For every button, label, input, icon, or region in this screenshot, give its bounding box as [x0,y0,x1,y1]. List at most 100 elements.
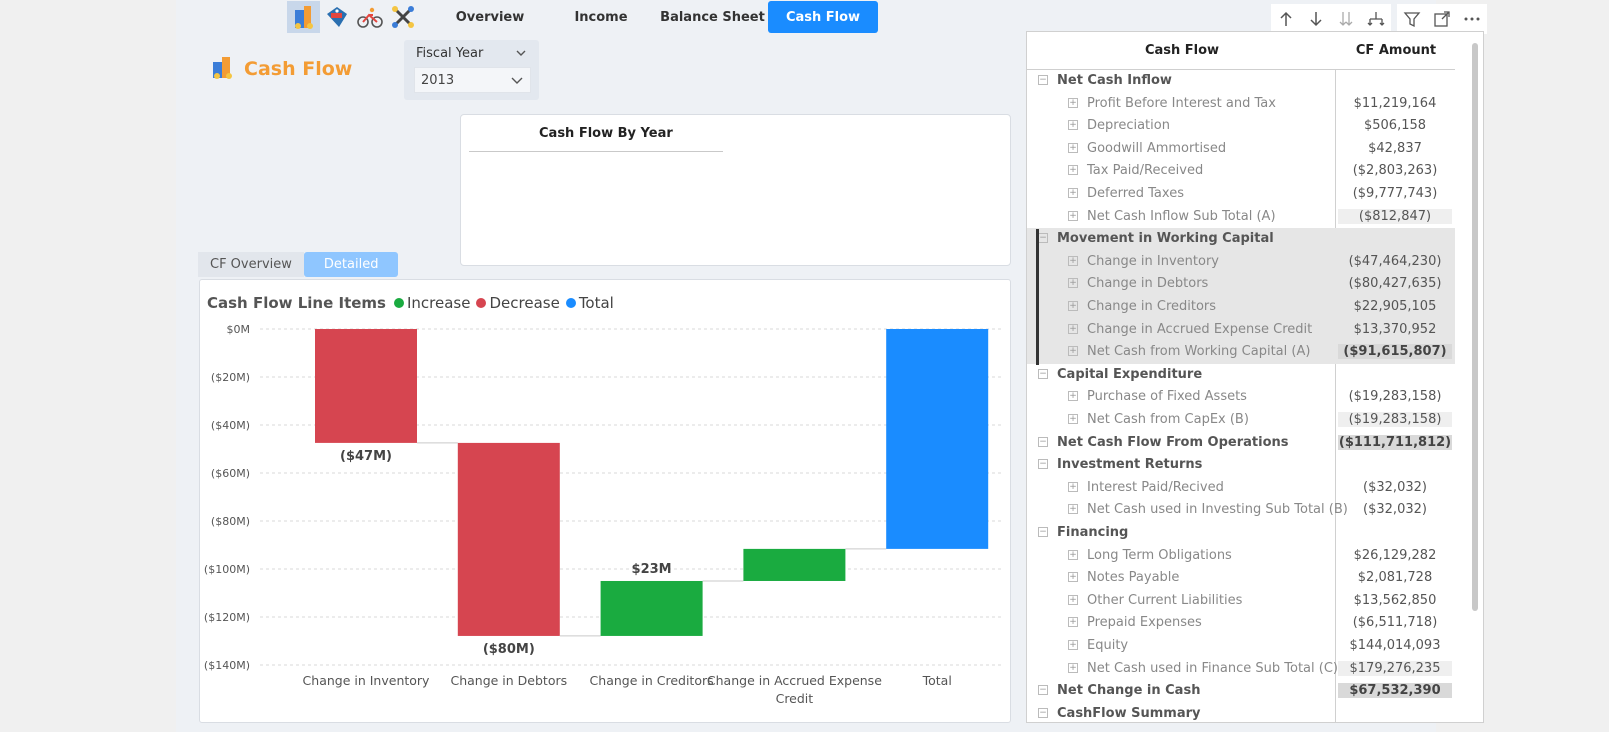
cash-flow-matrix[interactable]: Cash Flow CF Amount − Net Cash Inflow + Pro… [1026,31,1484,723]
matrix-row[interactable]: + Long Term Obligations $26,129,282 [1027,545,1455,568]
row-label: Tax Paid/Received [1087,163,1204,179]
matrix-scrollbar[interactable] [1472,43,1478,611]
expand-icon[interactable]: + [1068,594,1078,605]
legend-item-increase[interactable]: Increase [394,294,470,312]
tab-balance-sheet[interactable]: Balance Sheet [660,9,765,25]
matrix-row[interactable]: + Change in Inventory ($47,464,230) [1027,250,1455,274]
expand-icon[interactable]: + [1068,165,1078,176]
matrix-row[interactable]: + Prepaid Expenses ($6,511,718) [1027,612,1455,635]
collapse-icon[interactable]: − [1038,707,1048,718]
matrix-row[interactable]: + Profit Before Interest and Tax $11,219,1… [1027,93,1455,116]
y-tick-label: ($140M) [204,659,250,672]
matrix-group-row[interactable]: − Net Change in Cash $67,532,390 [1027,680,1455,703]
drill-up-icon[interactable] [1271,4,1301,34]
expand-icon[interactable]: + [1068,481,1078,492]
tools-cross-icon[interactable] [386,1,419,33]
row-amount: $2,081,728 [1357,570,1433,586]
matrix-row[interactable]: + Depreciation $506,158 [1027,115,1455,138]
tab-income[interactable]: Income [574,9,628,25]
waterfall-bar[interactable] [886,329,989,549]
legend-label: Decrease [489,294,560,312]
matrix-row[interactable]: + Other Current Liabilities $13,562,850 [1027,590,1455,613]
matrix-group-row[interactable]: − Net Cash Inflow [1027,70,1455,93]
matrix-row[interactable]: + Notes Payable $2,081,728 [1027,567,1455,590]
legend-item-total[interactable]: Total [565,294,614,312]
cash-flow-waterfall-chart[interactable]: Cash Flow Line Items Increase Decrease T… [199,279,1011,723]
expand-icon[interactable]: + [1068,391,1078,402]
expand-hierarchy-icon[interactable] [1361,4,1391,34]
matrix-row[interactable]: + Purchase of Fixed Assets ($19,283,158) [1027,386,1455,409]
expand-icon[interactable]: + [1068,346,1078,357]
expand-icon[interactable]: + [1068,549,1078,560]
expand-icon[interactable]: + [1068,142,1078,153]
expand-icon[interactable]: + [1068,97,1078,108]
expand-icon[interactable]: + [1068,504,1078,515]
expand-icon[interactable]: + [1068,120,1078,131]
filter-icon[interactable] [1397,4,1427,34]
slicer-header: Fiscal Year [416,46,484,61]
expand-all-icon[interactable] [1331,4,1361,34]
more-options-icon[interactable] [1457,4,1487,34]
collapse-icon[interactable]: − [1038,368,1048,379]
legend-item-decrease[interactable]: Decrease [476,294,560,312]
column-header-cash-flow[interactable]: Cash Flow [1144,43,1220,58]
expand-icon[interactable]: + [1068,188,1078,198]
row-label: CashFlow Summary [1057,705,1201,721]
sales-tag-icon[interactable] [320,1,353,33]
expand-icon[interactable]: + [1068,210,1078,221]
matrix-row[interactable]: + Net Cash from Working Capital (A) ($91,6… [1027,341,1455,364]
tab-cash-flow[interactable]: Cash Flow [768,1,878,33]
collapse-icon[interactable]: − [1038,436,1048,447]
collapse-icon[interactable]: − [1038,459,1048,470]
fiscal-year-value: 2013 [421,73,455,88]
matrix-group-row[interactable]: − Movement in Working Capital [1027,228,1455,251]
x-category-label: Change in Creditors [590,673,714,688]
expand-icon[interactable]: + [1068,572,1078,583]
matrix-row[interactable]: + Net Cash used in Finance Sub Total (C) $… [1027,658,1455,681]
tab-overview[interactable]: Overview [455,9,525,25]
expand-icon[interactable]: + [1068,255,1078,266]
matrix-row[interactable]: + Change in Debtors ($80,427,635) [1027,273,1455,296]
collapse-icon[interactable]: − [1038,233,1048,244]
expand-icon[interactable]: + [1068,617,1078,628]
waterfall-bar[interactable] [743,548,846,581]
matrix-group-row[interactable]: − Investment Returns [1027,454,1455,477]
collapse-icon[interactable]: − [1038,685,1048,696]
matrix-group-row[interactable]: − Net Cash Flow From Operations ($111,711,… [1027,432,1455,455]
matrix-row[interactable]: + Deferred Taxes ($9,777,743) [1027,183,1455,206]
detailed-button[interactable]: Detailed [303,252,399,277]
waterfall-bar[interactable] [457,442,560,636]
expand-icon[interactable]: + [1068,323,1078,334]
matrix-row[interactable]: + Net Cash from CapEx (B) ($19,283,158) [1027,409,1455,432]
buildings-coins-icon[interactable] [287,1,320,33]
matrix-row[interactable]: + Change in Accrued Expense Credit $13,370… [1027,318,1455,342]
expand-icon[interactable]: + [1068,662,1078,673]
fiscal-year-dropdown[interactable]: 2013 [414,67,531,93]
collapse-icon[interactable]: − [1038,75,1048,85]
matrix-row[interactable]: + Net Cash Inflow Sub Total (A) ($812,847) [1027,206,1455,229]
collapse-icon[interactable]: − [1038,527,1048,537]
expand-icon[interactable]: + [1068,301,1078,311]
matrix-row[interactable]: + Goodwill Ammortised $42,837 [1027,138,1455,161]
matrix-row[interactable]: + Change in Creditors $22,905,105 [1027,296,1455,319]
matrix-row[interactable]: + Equity $144,014,093 [1027,635,1455,658]
row-amount: $179,276,235 [1338,660,1452,676]
cf-overview-button[interactable]: CF Overview [198,252,304,277]
matrix-group-row[interactable]: − Capital Expenditure [1027,364,1455,387]
waterfall-bar[interactable] [600,580,703,636]
matrix-group-row[interactable]: − CashFlow Summary [1027,703,1455,722]
cyclist-icon[interactable] [353,1,386,33]
drill-down-icon[interactable] [1301,4,1331,34]
chevron-down-icon[interactable] [515,44,527,63]
matrix-row[interactable]: + Tax Paid/Received ($2,803,263) [1027,160,1455,183]
matrix-row[interactable]: + Interest Paid/Recived ($32,032) [1027,477,1455,500]
focus-mode-icon[interactable] [1427,4,1457,34]
expand-icon[interactable]: + [1068,278,1078,289]
matrix-row[interactable]: + Net Cash used in Investing Sub Total (B… [1027,499,1455,522]
waterfall-bar[interactable] [315,329,417,443]
cash-flow-by-year-visual[interactable]: Cash Flow By Year [460,114,1011,266]
expand-icon[interactable]: + [1068,640,1078,650]
column-header-cf-amount[interactable]: CF Amount [1355,43,1437,58]
matrix-group-row[interactable]: − Financing [1027,522,1455,545]
expand-icon[interactable]: + [1068,414,1078,424]
